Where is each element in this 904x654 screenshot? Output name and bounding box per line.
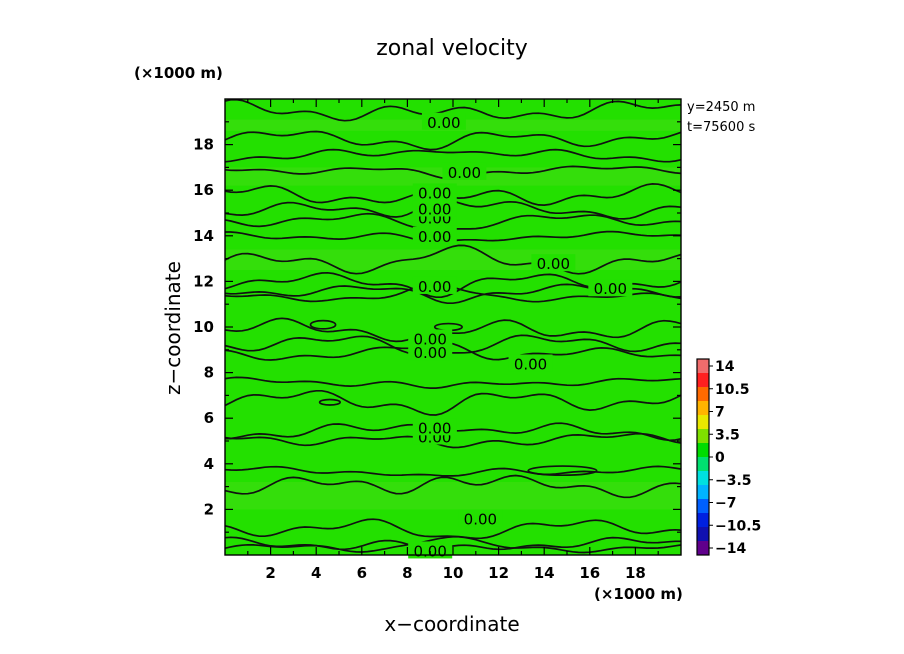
- y-tick-label: 10: [193, 318, 214, 336]
- y-tick-label: 12: [193, 272, 214, 290]
- colorbar-label: 3.5: [715, 427, 740, 443]
- colorbar-label: 0: [715, 450, 725, 466]
- contour-label-bg-11: [412, 199, 457, 217]
- colorbar-swatch-3: [697, 401, 709, 416]
- contour-label-bg-12: [412, 183, 457, 201]
- colorbar-swatch-2: [697, 387, 709, 402]
- colorbar-label: 14: [715, 359, 735, 375]
- contour-label: 0.00: [418, 184, 451, 202]
- x-tick-label: 18: [625, 564, 646, 582]
- colorbar-swatch-11: [697, 513, 709, 528]
- x-tick-label: 10: [443, 564, 464, 582]
- contour-line-10: [225, 334, 681, 356]
- y-axis-label: z−coordinate: [161, 261, 185, 395]
- contour-label: 0.00: [594, 280, 627, 298]
- contour-label-bg-7: [412, 276, 457, 294]
- colorbar: 14 10.5 7 3.5 0 −3.5 −7 −10.5 −14: [696, 358, 761, 557]
- contour-label-bg-5: [408, 343, 453, 361]
- colorbar-label: −10.5: [715, 518, 761, 534]
- contour-label: 0.00: [418, 200, 451, 218]
- x-axis-ticks: 2 4 6 8 10 12 14 16 18: [247, 99, 659, 582]
- info-y-position: y=2450 m: [687, 100, 755, 115]
- colorbar-label: −7: [715, 496, 736, 512]
- contour-label: 0.00: [537, 255, 570, 273]
- contour-labels: 0.000.000.000.000.000.000.000.00 0.000.00…: [408, 112, 633, 560]
- x-tick-label: 14: [534, 564, 555, 582]
- x-tick-label: 4: [311, 564, 321, 582]
- x-tick-label: 6: [357, 564, 367, 582]
- contour-label-bg-15: [421, 112, 466, 130]
- contour-label-bg-0: [408, 541, 453, 559]
- contour-line-2: [225, 518, 681, 540]
- contour-line-22: [225, 130, 681, 151]
- y-tick-label: 2: [204, 500, 214, 518]
- plot-area: 0.000.000.000.000.000.000.000.00 0.000.00…: [224, 98, 682, 560]
- y-tick-label: 4: [204, 455, 214, 473]
- x-tick-label: 2: [265, 564, 275, 582]
- colorbar-swatch-4: [697, 415, 709, 430]
- field-band-0: [225, 482, 681, 510]
- contour-label: 0.00: [418, 278, 451, 296]
- contour-label: 0.00: [418, 228, 451, 246]
- colorbar-swatch-5: [697, 429, 709, 444]
- contour-loop-3: [527, 465, 598, 477]
- colorbar-swatch-0: [697, 359, 709, 374]
- colorbar-label: 7: [715, 405, 725, 421]
- x-tick-label: 8: [402, 564, 412, 582]
- contour-label: 0.00: [413, 330, 446, 348]
- contour-label: 0.00: [427, 114, 460, 132]
- colorbar-swatch-13: [697, 541, 709, 556]
- contour-line-3: [225, 474, 681, 499]
- y-axis-unit: (×1000 m): [134, 64, 223, 82]
- contour-line-9: [225, 341, 681, 361]
- colorbar-swatch-10: [697, 499, 709, 514]
- contour-label: 0.00: [448, 164, 481, 182]
- colorbar-swatch-6: [697, 443, 709, 458]
- y-tick-label: 16: [193, 181, 214, 199]
- x-tick-label: 16: [579, 564, 600, 582]
- contour-label: 0.00: [514, 355, 547, 373]
- contour-label-bg-9: [412, 226, 457, 244]
- chart-title: zonal velocity: [376, 36, 528, 61]
- info-time: t=75600 s: [687, 120, 755, 135]
- contour-loop-1: [318, 398, 341, 406]
- contour-label-bg-3: [412, 418, 457, 436]
- contour-line-4: [225, 465, 681, 477]
- contour-loop-0: [309, 319, 337, 330]
- contour-line-15: [225, 244, 681, 275]
- colorbar-swatch-12: [697, 527, 709, 542]
- contour-label-bg-6: [408, 329, 453, 347]
- contour-label: 0.00: [413, 344, 446, 362]
- x-axis-label: x−coordinate: [384, 612, 519, 636]
- contour-label-bg-8: [588, 279, 633, 297]
- colorbar-label: −14: [715, 541, 746, 557]
- colorbar-swatch-9: [697, 485, 709, 500]
- y-tick-label: 6: [204, 409, 214, 427]
- colorbar-swatch-1: [697, 373, 709, 388]
- contour-line-21: [225, 148, 681, 163]
- contour-line-1: [225, 536, 681, 551]
- colorbar-swatch-8: [697, 471, 709, 486]
- contour-line-11: [225, 317, 681, 343]
- contour-label: 0.00: [418, 419, 451, 437]
- contour-label: 0.00: [464, 511, 497, 529]
- colorbar-swatch-7: [697, 457, 709, 472]
- x-axis-unit: (×1000 m): [594, 585, 683, 603]
- contour-label-bg-13: [531, 254, 576, 272]
- colorbar-label: −3.5: [715, 473, 752, 489]
- y-tick-label: 18: [193, 136, 214, 154]
- contour-label-bg-4: [508, 354, 553, 372]
- y-tick-label: 14: [193, 227, 214, 245]
- y-axis-ticks: 2 4 6 8 10 12 14 16 18: [193, 121, 681, 533]
- contour-label-bg-1: [458, 509, 503, 527]
- contour-label-bg-14: [442, 162, 487, 180]
- contour-line-8: [225, 376, 681, 389]
- contour-line-23: [225, 99, 681, 122]
- x-tick-label: 12: [488, 564, 509, 582]
- colorbar-label: 10.5: [715, 382, 750, 398]
- contour-line-7: [225, 389, 681, 416]
- y-tick-label: 8: [204, 364, 214, 382]
- contour-line-5: [225, 432, 681, 449]
